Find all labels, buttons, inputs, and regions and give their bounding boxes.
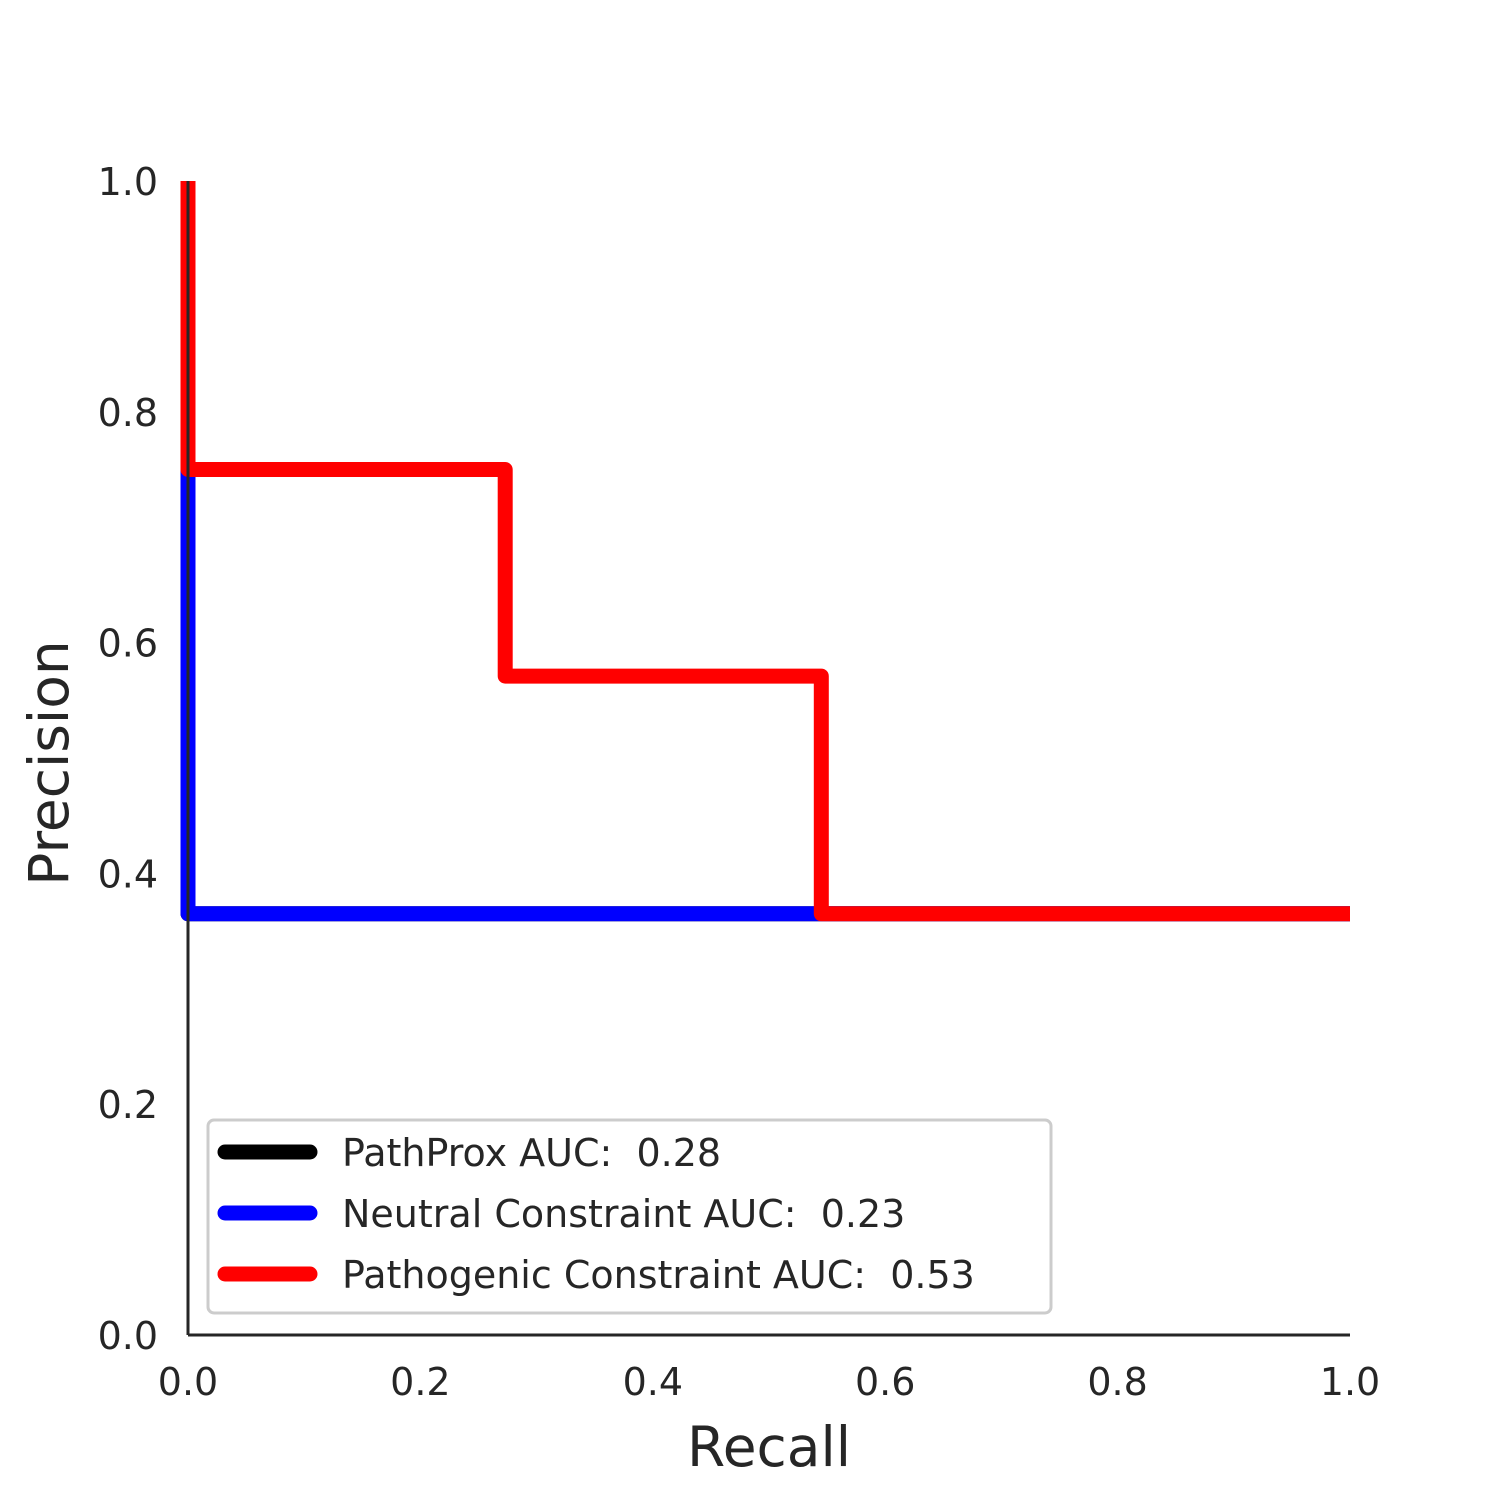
y-tick-label: 0.4 (98, 852, 158, 896)
legend: PathProx AUC: 0.28 Neutral Constraint AUC… (206, 1118, 1053, 1315)
x-tick-label: 0.2 (390, 1360, 450, 1404)
x-tick-label: 0.6 (855, 1360, 915, 1404)
y-tick-label: 0.8 (98, 391, 158, 435)
y-tick-label: 0.2 (98, 1083, 158, 1127)
legend-frame (206, 1118, 1053, 1315)
x-tick-label: 1.0 (1320, 1360, 1380, 1404)
y-tick-label: 0.0 (98, 1314, 158, 1358)
y-tick-label: 1.0 (98, 160, 158, 204)
axes-layer (186, 181, 1350, 1337)
y-axis-label: Precision (17, 640, 81, 885)
y-tick-labels: 0.0 0.2 0.4 0.6 0.8 1.0 (98, 160, 158, 1358)
x-tick-label: 0.8 (1087, 1360, 1147, 1404)
legend-label-neutral-constraint: Neutral Constraint AUC: 0.23 (342, 1192, 905, 1236)
legend-label-pathogenic-constraint: Pathogenic Constraint AUC: 0.53 (342, 1253, 975, 1297)
x-tick-label: 0.4 (623, 1360, 683, 1404)
x-tick-labels: 0.0 0.2 0.4 0.6 0.8 1.0 (158, 1360, 1380, 1404)
legend-label-pathprox: PathProx AUC: 0.28 (342, 1131, 721, 1175)
y-tick-label: 0.6 (98, 622, 158, 666)
x-axis-label: Recall (687, 1415, 851, 1479)
x-tick-label: 0.0 (158, 1360, 218, 1404)
legend-entries: PathProx AUC: 0.28 Neutral Constraint AUC… (217, 1131, 975, 1297)
